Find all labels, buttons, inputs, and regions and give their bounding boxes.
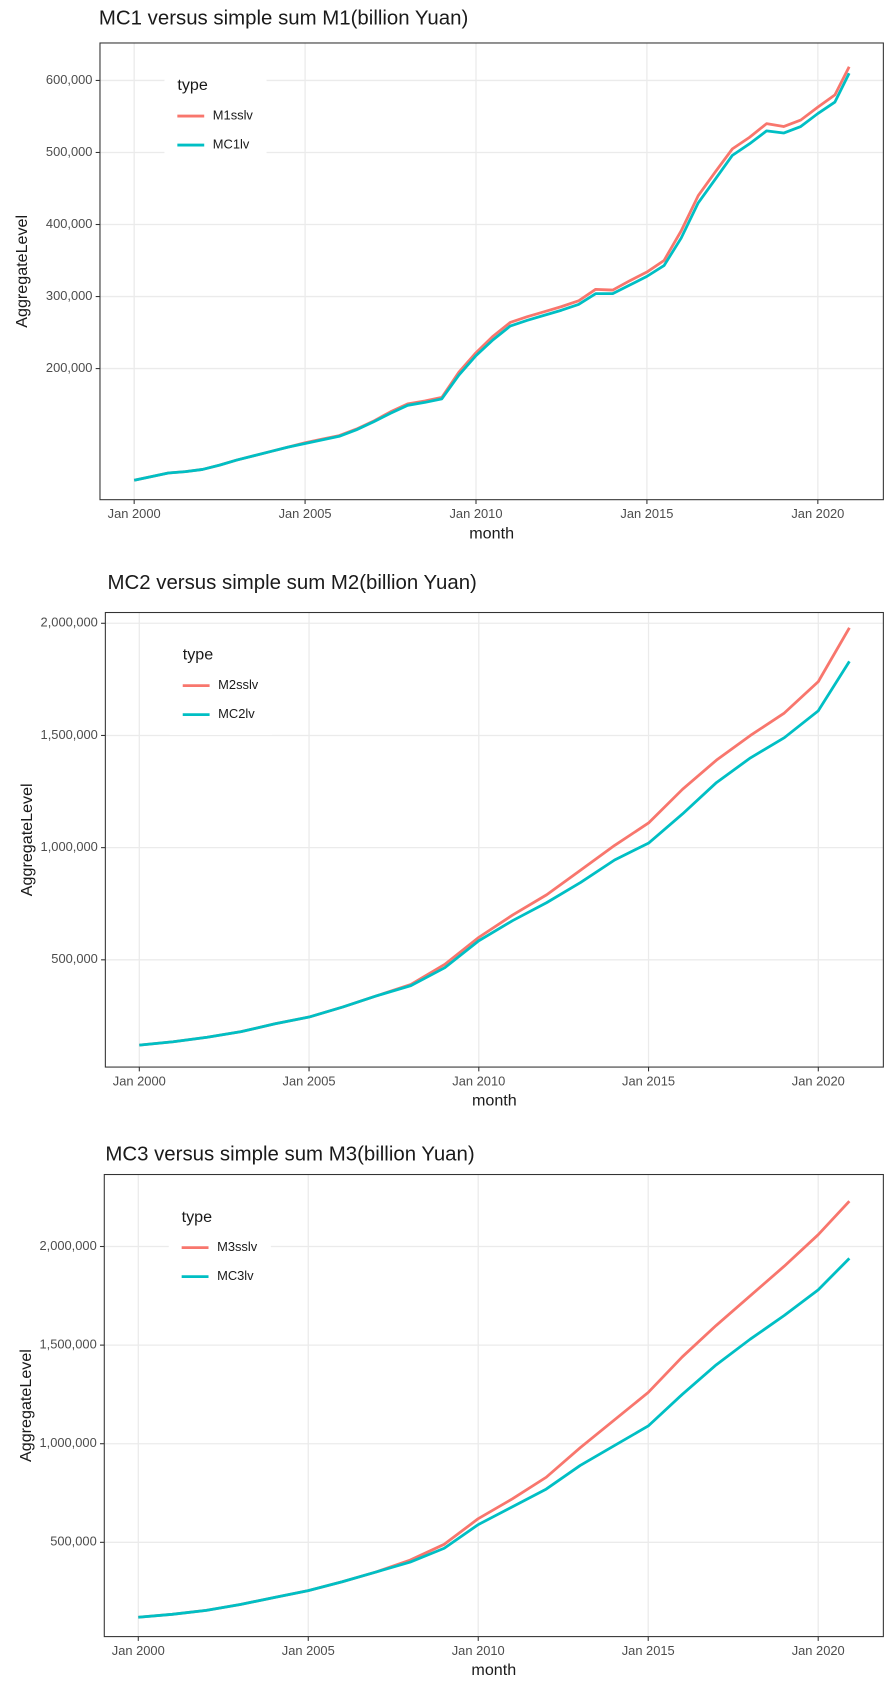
x-tick-label: Jan 2015 bbox=[620, 506, 673, 521]
legend-label: MC1lv bbox=[213, 136, 250, 151]
legend-title: type bbox=[177, 76, 207, 94]
x-tick-label: Jan 2005 bbox=[283, 1074, 336, 1089]
y-axis-label: AggregateLevel bbox=[18, 783, 36, 896]
chart-title: MC1 versus simple sum M1(billion Yuan) bbox=[99, 8, 468, 30]
x-axis-label: month bbox=[471, 1661, 516, 1679]
series-line bbox=[138, 1257, 851, 1619]
y-tick-label: 500,000 bbox=[50, 1534, 97, 1549]
legend-label: MC2lv bbox=[218, 706, 255, 721]
y-tick-label: 1,000,000 bbox=[39, 1435, 96, 1450]
x-tick-label: Jan 2005 bbox=[279, 506, 332, 521]
y-tick-label: 200,000 bbox=[46, 360, 93, 375]
y-tick-label: 300,000 bbox=[46, 288, 93, 303]
y-tick-label: 1,000,000 bbox=[41, 839, 98, 854]
y-tick-label: 500,000 bbox=[46, 144, 93, 159]
x-tick-label: Jan 2020 bbox=[791, 506, 844, 521]
x-tick-label: Jan 2020 bbox=[792, 1643, 845, 1658]
x-tick-label: Jan 2000 bbox=[108, 506, 161, 521]
x-tick-label: Jan 2010 bbox=[452, 1074, 505, 1089]
x-tick-label: Jan 2015 bbox=[622, 1643, 675, 1658]
y-axis-label: AggregateLevel bbox=[17, 1349, 35, 1462]
plot-border bbox=[99, 42, 884, 501]
y-tick-label: 1,500,000 bbox=[39, 1337, 96, 1352]
legend-label: M1sslv bbox=[213, 107, 254, 122]
x-tick-label: Jan 2000 bbox=[113, 1074, 166, 1089]
legend-title: type bbox=[183, 646, 213, 664]
plot-border bbox=[103, 1173, 884, 1638]
x-tick-label: Jan 2000 bbox=[112, 1643, 165, 1658]
legend-label: M3sslv bbox=[217, 1239, 258, 1254]
chart-title: MC2 versus simple sum M2(billion Yuan) bbox=[108, 572, 477, 594]
y-tick-label: 600,000 bbox=[46, 72, 93, 87]
series-line bbox=[133, 72, 851, 482]
x-tick-label: Jan 2010 bbox=[450, 506, 503, 521]
x-axis-label: month bbox=[472, 1092, 517, 1110]
plot-border bbox=[104, 611, 884, 1068]
x-axis-label: month bbox=[469, 524, 514, 542]
y-tick-label: 500,000 bbox=[51, 951, 98, 966]
y-tick-label: 2,000,000 bbox=[39, 1238, 96, 1253]
x-tick-label: Jan 2005 bbox=[282, 1643, 335, 1658]
x-tick-label: Jan 2010 bbox=[452, 1643, 505, 1658]
legend-label: MC3lv bbox=[217, 1268, 254, 1283]
series-line bbox=[139, 660, 851, 1047]
legend-label: M2sslv bbox=[218, 677, 259, 692]
y-tick-label: 2,000,000 bbox=[41, 615, 98, 630]
y-tick-label: 1,500,000 bbox=[41, 727, 98, 742]
legend-title: type bbox=[182, 1208, 212, 1226]
y-tick-label: 400,000 bbox=[46, 216, 93, 231]
y-axis-label: AggregateLevel bbox=[13, 215, 31, 328]
x-tick-label: Jan 2015 bbox=[622, 1074, 675, 1089]
chart-title: MC3 versus simple sum M3(billion Yuan) bbox=[105, 1144, 474, 1166]
x-tick-label: Jan 2020 bbox=[792, 1074, 845, 1089]
